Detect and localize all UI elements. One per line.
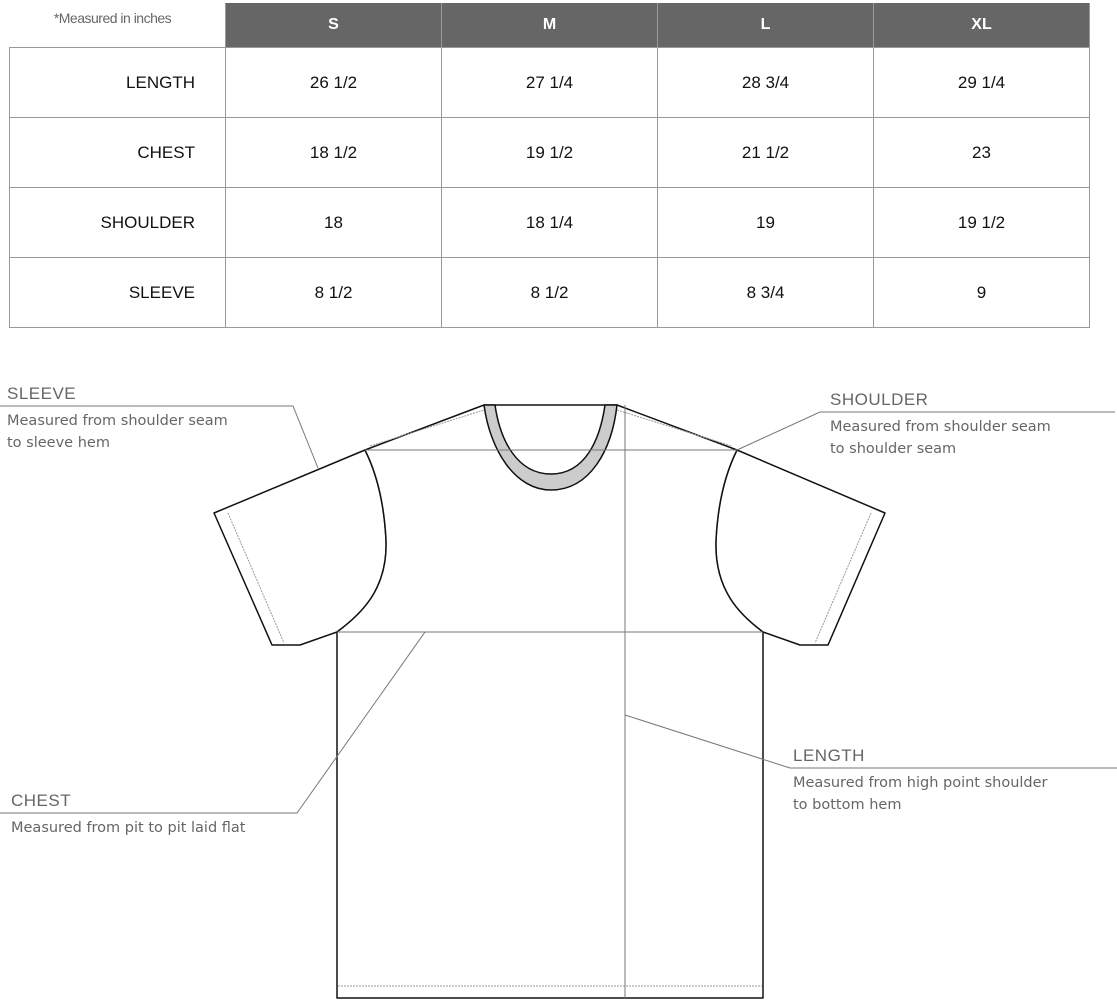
table-cell: 8 1/2: [441, 257, 658, 328]
sleeve-desc-line: to sleeve hem: [7, 435, 110, 451]
sleeve-desc-line: Measured from shoulder seam: [7, 413, 228, 429]
row-label: SLEEVE: [9, 257, 226, 328]
table-cell: 19 1/2: [873, 187, 1090, 258]
table-cell: 27 1/4: [441, 47, 658, 118]
stitch-line: [814, 512, 872, 644]
chest-title: CHEST: [11, 791, 72, 810]
length-annotation: LENGTH Measured from high point shoulder…: [793, 746, 1048, 816]
length-leader: [624, 714, 1117, 769]
shoulder-desc-line: to shoulder seam: [830, 441, 957, 457]
shoulder-annotation: SHOULDER Measured from shoulder seam to s…: [830, 390, 1051, 460]
units-note: *Measured in inches: [53, 10, 172, 26]
shoulder-leader: [736, 411, 1115, 451]
row-label: LENGTH: [9, 47, 226, 118]
sleeve-desc: Measured from shoulder seam to sleeve hem: [7, 410, 228, 454]
collar: [483, 404, 618, 491]
length-title: LENGTH: [793, 746, 865, 765]
shoulder-title: SHOULDER: [830, 390, 929, 409]
table-cell: 21 1/2: [657, 117, 874, 188]
table-cell: 23: [873, 117, 1090, 188]
chest-desc: Measured from pit to pit laid flat: [11, 817, 245, 839]
table-row: CHEST 18 1/2 19 1/2 21 1/2 23: [9, 117, 1090, 188]
length-desc-line: to bottom hem: [793, 797, 902, 813]
chest-leader: [0, 631, 426, 814]
sleeve-leader: [0, 405, 319, 469]
table-cell: 26 1/2: [225, 47, 442, 118]
sleeve-annotation: SLEEVE Measured from shoulder seam to sle…: [7, 384, 228, 454]
size-header: XL: [873, 3, 1090, 48]
row-label: SHOULDER: [9, 187, 226, 258]
sleeve-title: SLEEVE: [7, 384, 77, 403]
table-cell: 18 1/2: [225, 117, 442, 188]
table-cell: 28 3/4: [657, 47, 874, 118]
table-cell: 8 3/4: [657, 257, 874, 328]
table-row: SLEEVE 8 1/2 8 1/2 8 3/4 9: [9, 257, 1090, 328]
size-header: S: [225, 3, 442, 48]
table-cell: 8 1/2: [225, 257, 442, 328]
table-cell: 19 1/2: [441, 117, 658, 188]
row-label: CHEST: [9, 117, 226, 188]
table-cell: 29 1/4: [873, 47, 1090, 118]
table-cell: 9: [873, 257, 1090, 328]
chest-desc-line: Measured from pit to pit laid flat: [11, 820, 246, 836]
header-corner: [9, 3, 226, 48]
shoulder-desc: Measured from shoulder seam to shoulder s…: [830, 416, 1051, 460]
table-cell: 19: [657, 187, 874, 258]
length-desc: Measured from high point shoulder to bott…: [793, 772, 1048, 816]
stitch-line: [369, 409, 733, 447]
table-row: LENGTH 26 1/2 27 1/4 28 3/4 29 1/4: [9, 47, 1090, 118]
size-table: S M L XL LENGTH 26 1/2 27 1/4 28 3/4 29 …: [9, 3, 1090, 328]
table-cell: 18 1/4: [441, 187, 658, 258]
chest-annotation: CHEST Measured from pit to pit laid flat: [11, 791, 245, 839]
table-cell: 18: [225, 187, 442, 258]
length-desc-line: Measured from high point shoulder: [793, 775, 1048, 791]
table-row: SHOULDER 18 18 1/4 19 19 1/2: [9, 187, 1090, 258]
shirt-body: [336, 404, 764, 999]
stitch-line: [227, 512, 285, 644]
size-header: L: [657, 3, 874, 48]
shoulder-desc-line: Measured from shoulder seam: [830, 419, 1051, 435]
size-header: M: [441, 3, 658, 48]
